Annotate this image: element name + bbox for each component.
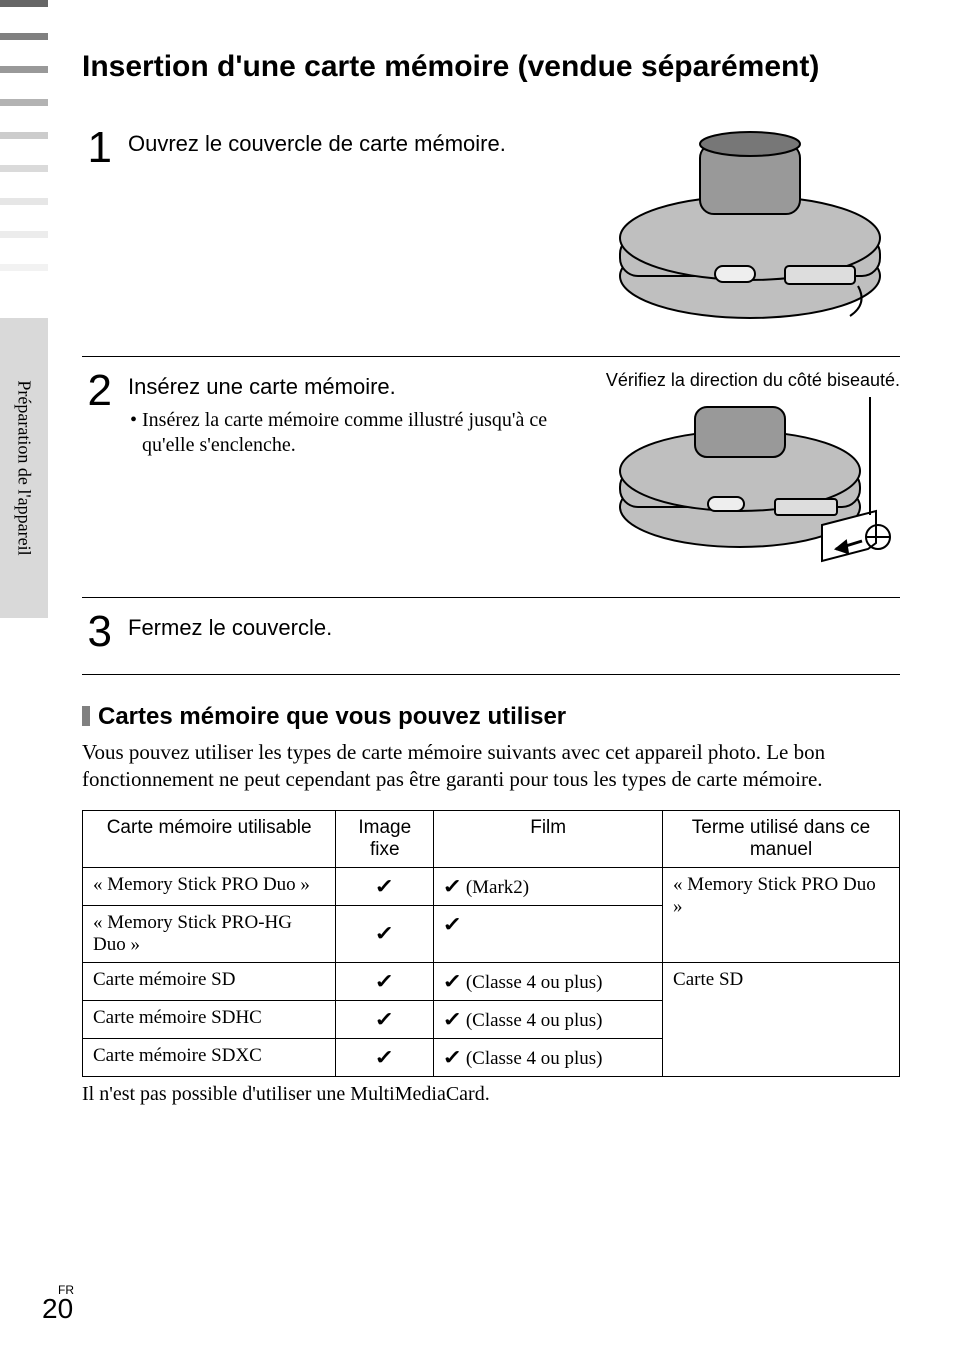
film-cell: ✓	[434, 905, 663, 962]
card-name-cell: « Memory Stick PRO-HG Duo »	[83, 905, 336, 962]
intro-paragraph: Vous pouvez utiliser les types de carte …	[82, 739, 900, 794]
page-number: 20	[42, 1293, 73, 1325]
step-3: 3 Fermez le couvercle.	[82, 610, 900, 675]
film-cell: ✓ (Classe 4 ou plus)	[434, 1000, 663, 1038]
step-2-title: Insérez une carte mémoire.	[128, 373, 584, 401]
check-icon: ✓	[443, 1007, 463, 1032]
check-icon: ✓	[375, 874, 395, 899]
check-icon: ✓	[375, 1007, 395, 1032]
check-icon: ✓	[443, 874, 463, 899]
film-note: (Classe 4 ou plus)	[466, 1048, 603, 1069]
step-2-number: 2	[82, 369, 112, 578]
film-note: (Mark2)	[466, 877, 529, 898]
step-3-number: 3	[82, 610, 112, 654]
term-cell: Carte SD	[663, 962, 900, 1076]
side-stripe-decoration	[0, 0, 48, 297]
page-title: Insertion d'une carte mémoire (vendue sé…	[82, 48, 900, 86]
step-1: 1 Ouvrez le couvercle de carte mémoire.	[82, 126, 900, 357]
subsection-title: Cartes mémoire que vous pouvez utiliser	[98, 703, 566, 731]
subsection-heading: Cartes mémoire que vous pouvez utiliser	[82, 703, 900, 731]
card-name-cell: Carte mémoire SDXC	[83, 1038, 336, 1076]
footnote: Il n'est pas possible d'utiliser une Mul…	[82, 1083, 900, 1106]
film-cell: ✓ (Mark2)	[434, 867, 663, 905]
image-cell: ✓	[336, 962, 434, 1000]
image-cell: ✓	[336, 905, 434, 962]
step-3-title: Fermez le couvercle.	[128, 614, 900, 642]
table-header: Image fixe	[336, 810, 434, 867]
table-row: Carte mémoire SD✓✓ (Classe 4 ou plus)Car…	[83, 962, 900, 1000]
film-cell: ✓ (Classe 4 ou plus)	[434, 1038, 663, 1076]
step-2-illustration	[600, 397, 900, 577]
step-1-number: 1	[82, 126, 112, 336]
check-icon: ✓	[443, 969, 463, 994]
section-side-tab: Préparation de l'appareil	[0, 318, 48, 618]
card-name-cell: Carte mémoire SD	[83, 962, 336, 1000]
card-name-cell: Carte mémoire SDHC	[83, 1000, 336, 1038]
check-icon: ✓	[375, 969, 395, 994]
card-name-cell: « Memory Stick PRO Duo »	[83, 867, 336, 905]
image-cell: ✓	[336, 1000, 434, 1038]
film-note: (Classe 4 ou plus)	[466, 972, 603, 993]
step-2: 2 Insérez une carte mémoire. • Insérez l…	[82, 369, 900, 599]
step-2-bullet: • Insérez la carte mémoire comme illustr…	[128, 408, 584, 458]
image-cell: ✓	[336, 867, 434, 905]
memory-card-table: Carte mémoire utilisableImage fixeFilmTe…	[82, 810, 900, 1077]
subsection-marker-icon	[82, 706, 90, 726]
check-icon: ✓	[375, 1045, 395, 1070]
image-cell: ✓	[336, 1038, 434, 1076]
step-1-title: Ouvrez le couvercle de carte mémoire.	[128, 130, 584, 158]
table-header: Terme utilisé dans ce manuel	[663, 810, 900, 867]
step-1-illustration	[600, 126, 900, 336]
check-icon: ✓	[443, 912, 463, 937]
section-side-tab-label: Préparation de l'appareil	[14, 380, 35, 555]
table-row: « Memory Stick PRO Duo »✓✓ (Mark2)« Memo…	[83, 867, 900, 905]
film-cell: ✓ (Classe 4 ou plus)	[434, 962, 663, 1000]
film-note: (Classe 4 ou plus)	[466, 1010, 603, 1031]
term-cell: « Memory Stick PRO Duo »	[663, 867, 900, 962]
table-header: Carte mémoire utilisable	[83, 810, 336, 867]
step-2-caption: Vérifiez la direction du côté biseauté.	[600, 369, 900, 392]
check-icon: ✓	[443, 1045, 463, 1070]
check-icon: ✓	[375, 921, 395, 946]
table-header: Film	[434, 810, 663, 867]
